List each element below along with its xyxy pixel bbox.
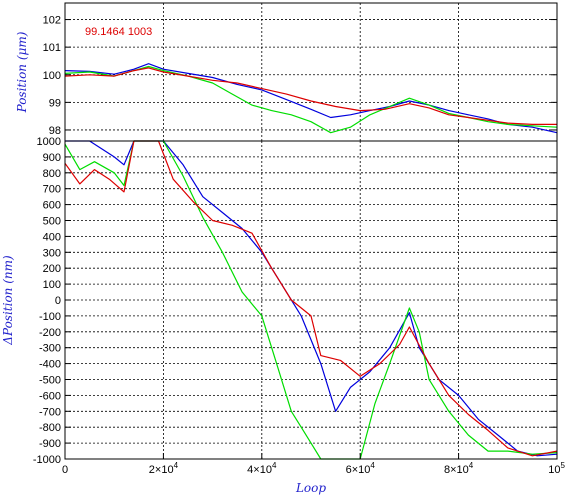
bottom-y-tick-label: 100 bbox=[43, 279, 61, 291]
x-tick-label: 6×104 bbox=[346, 461, 376, 476]
top-panel-grid bbox=[65, 3, 557, 141]
bottom-y-tick-label: 500 bbox=[43, 216, 61, 228]
bottom-y-tick-label: -600 bbox=[39, 390, 61, 402]
bottom-panel-y-axis-label: ΔPosition (nm) bbox=[1, 255, 15, 346]
bottom-series-line bbox=[65, 140, 558, 457]
top-y-tick-label: 100 bbox=[43, 70, 61, 82]
bottom-panel-x-ticks: 0 2×104 4×104 6×104 8×104 105 bbox=[62, 453, 566, 476]
bottom-y-tick-label: -100 bbox=[39, 311, 61, 323]
bottom-y-tick-label: 900 bbox=[43, 152, 61, 164]
x-tick-label: 105 bbox=[548, 461, 565, 476]
bottom-y-tick-label: -200 bbox=[39, 327, 61, 339]
bottom-panel: 10009008007006005004003002001000-100-200… bbox=[1, 136, 566, 495]
top-y-tick-label: 101 bbox=[43, 42, 61, 54]
bottom-y-tick-label: 0 bbox=[55, 295, 61, 307]
top-panel-annotation: 99.1464 1003 bbox=[85, 26, 152, 38]
x-tick-label: 2×104 bbox=[149, 461, 179, 476]
x-tick-label: 0 bbox=[62, 464, 68, 476]
bottom-panel-grid bbox=[65, 140, 557, 460]
x-tick-label: 4×104 bbox=[247, 461, 277, 476]
bottom-y-tick-label: 200 bbox=[43, 263, 61, 275]
bottom-y-tick-label: -400 bbox=[39, 359, 61, 371]
top-panel-y-axis-label: Position (μm) bbox=[15, 31, 29, 113]
top-series-line bbox=[64, 67, 557, 126]
top-y-tick-label: 98 bbox=[49, 125, 61, 137]
x-tick-label: 8×104 bbox=[444, 461, 474, 476]
top-panel-y-ticks: 98 99 100 101 102 bbox=[43, 15, 557, 137]
bottom-y-tick-label: 600 bbox=[43, 200, 61, 212]
top-series-line bbox=[64, 63, 558, 134]
top-y-tick-label: 102 bbox=[43, 15, 61, 27]
top-y-tick-label: 99 bbox=[49, 97, 61, 109]
bottom-y-tick-label: -300 bbox=[39, 343, 61, 355]
bottom-y-tick-label: -900 bbox=[39, 438, 61, 450]
bottom-y-tick-label: -1000 bbox=[33, 454, 61, 466]
bottom-y-tick-label: 700 bbox=[43, 184, 61, 196]
bottom-y-tick-label: -700 bbox=[39, 406, 61, 418]
bottom-y-tick-label: 1000 bbox=[37, 136, 61, 148]
top-series-line bbox=[64, 65, 558, 134]
bottom-y-tick-label: 300 bbox=[43, 247, 61, 259]
top-panel-series bbox=[64, 63, 558, 134]
bottom-y-tick-label: 400 bbox=[43, 231, 61, 243]
top-panel: 98 99 100 101 102 99.1464 1003 Position (μm) bbox=[15, 2, 558, 142]
bottom-y-tick-label: -500 bbox=[39, 375, 61, 387]
bottom-y-tick-label: 800 bbox=[43, 168, 61, 180]
bottom-series-line bbox=[64, 140, 558, 457]
bottom-y-tick-label: -800 bbox=[39, 422, 61, 434]
x-axis-label: Loop bbox=[295, 481, 326, 495]
bottom-panel-y-ticks: 10009008007006005004003002001000-100-200… bbox=[33, 136, 557, 466]
